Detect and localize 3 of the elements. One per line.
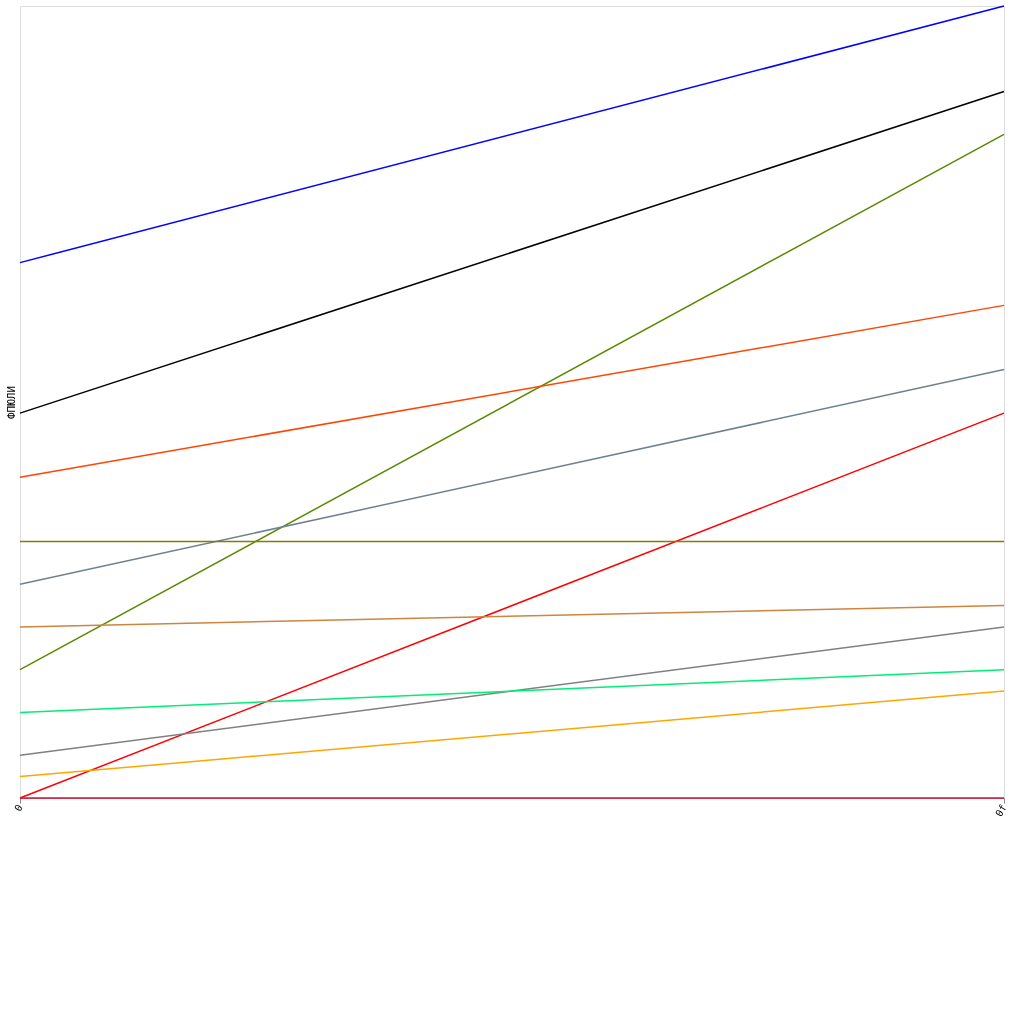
x-tick-label: 0f [993, 802, 1009, 819]
x-tick-label: 0 [12, 802, 25, 814]
y-axis-title: ФПЮЛИ [4, 385, 18, 420]
